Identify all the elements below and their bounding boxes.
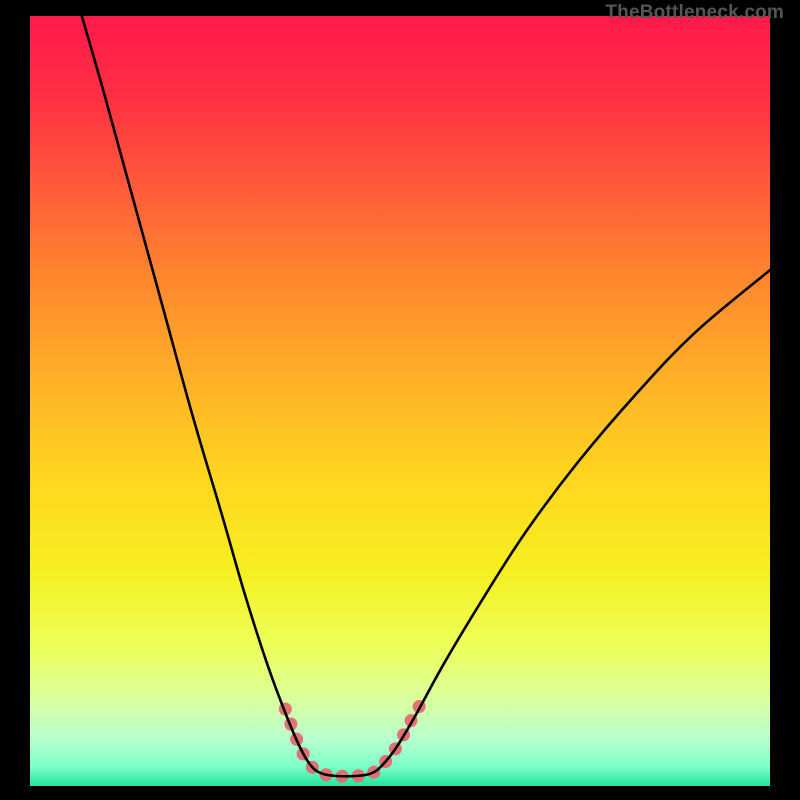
chart-background — [30, 16, 770, 786]
watermark-text: TheBottleneck.com — [605, 2, 784, 24]
